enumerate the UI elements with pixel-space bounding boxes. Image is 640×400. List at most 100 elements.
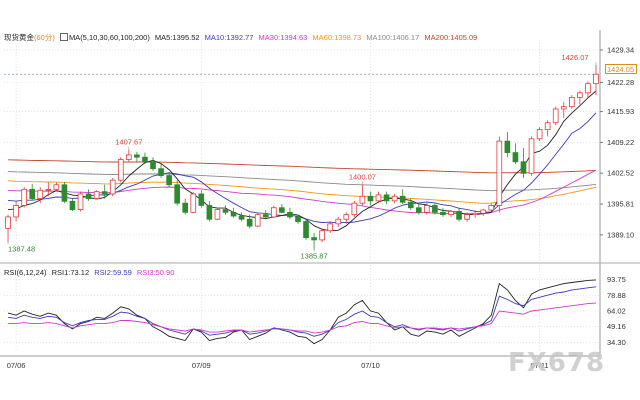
ma-params-icon bbox=[59, 33, 68, 41]
candle-body bbox=[117, 159, 124, 181]
candle-body bbox=[512, 152, 519, 163]
candle-body bbox=[53, 184, 60, 190]
candle-body bbox=[206, 205, 213, 220]
extreme-label: 1400.07 bbox=[349, 172, 376, 181]
rsi3-value: RSI3:50.90 bbox=[136, 268, 175, 277]
moving-average-lines bbox=[7, 90, 597, 232]
candle-body bbox=[391, 195, 398, 202]
candle-body bbox=[262, 214, 269, 218]
candle-body bbox=[440, 211, 446, 216]
candle-body bbox=[577, 92, 583, 98]
rsi1-line bbox=[7, 279, 597, 345]
candle-body bbox=[480, 209, 487, 214]
candle-body bbox=[448, 211, 454, 216]
candle-body bbox=[126, 154, 132, 160]
candle-body bbox=[93, 191, 100, 199]
candle-body bbox=[472, 212, 478, 216]
candle-body bbox=[456, 211, 462, 220]
axis-labels: 1429.34 1422.28 1415.93 1409.22 1402.52 1395.… bbox=[7, 45, 634, 370]
ma10-line bbox=[7, 112, 597, 224]
candle-body bbox=[109, 179, 116, 195]
candle-body bbox=[21, 188, 27, 206]
candle-body bbox=[488, 205, 495, 211]
ma100-line bbox=[7, 170, 597, 192]
candlesticks bbox=[5, 64, 599, 250]
candle-body bbox=[367, 195, 374, 202]
extreme-label: 1387.48 bbox=[8, 244, 35, 253]
rsi1-value: RSI1:73.12 bbox=[51, 268, 90, 277]
date-tick-label: 07/11 bbox=[530, 361, 548, 370]
rsi2-value: RSI2:59.59 bbox=[94, 268, 132, 277]
candle-body bbox=[174, 184, 180, 204]
price-header: 现货黄金(60分) MA(5,10,30,60,100,200) MA5:139… bbox=[4, 32, 480, 43]
candle-body bbox=[415, 207, 422, 213]
candle-body bbox=[246, 218, 253, 227]
price-tick-label: 1402.52 bbox=[607, 169, 634, 178]
rsi2-line bbox=[7, 286, 597, 337]
rsi-tick-label: 64.02 bbox=[607, 306, 626, 315]
price-tick-label: 1422.28 bbox=[607, 78, 634, 87]
candle-body bbox=[399, 195, 406, 203]
candle-body bbox=[230, 211, 237, 217]
rsi-tick-label: 49.16 bbox=[607, 322, 626, 331]
date-tick-label: 07/06 bbox=[7, 361, 26, 370]
rsi-params: RSI(6,12,24) bbox=[4, 268, 47, 277]
candle-body bbox=[61, 184, 68, 202]
candle-body bbox=[560, 106, 567, 110]
candle-body bbox=[375, 194, 382, 202]
candle-body bbox=[45, 188, 52, 191]
candle-body bbox=[295, 216, 301, 222]
candle-body bbox=[13, 205, 19, 218]
candle-body bbox=[407, 201, 414, 209]
candle-body bbox=[254, 214, 261, 227]
candle-body bbox=[335, 218, 342, 225]
rsi-lines bbox=[7, 279, 597, 345]
price-tick-label: 1389.10 bbox=[607, 230, 634, 239]
candle-body bbox=[29, 188, 36, 199]
candle-body bbox=[303, 221, 309, 239]
price-tick-label: 1415.93 bbox=[607, 107, 634, 116]
candle-body bbox=[166, 175, 172, 186]
date-tick-label: 07/09 bbox=[192, 361, 211, 370]
candle-body bbox=[5, 216, 11, 229]
extreme-label: 1385.87 bbox=[301, 252, 328, 261]
candle-body bbox=[85, 193, 92, 199]
candle-body bbox=[327, 223, 334, 232]
candle-body bbox=[69, 200, 76, 210]
candle-body bbox=[190, 193, 197, 213]
ma60-value: MA60:1398.73 bbox=[312, 33, 362, 42]
candle-body bbox=[142, 156, 148, 163]
instrument-name: 现货黄金 bbox=[4, 33, 34, 42]
candle-body bbox=[311, 237, 317, 241]
candle-body bbox=[150, 161, 156, 170]
candle-body bbox=[585, 83, 591, 94]
ma-params: MA(5,10,30,60,100,200) bbox=[68, 33, 150, 42]
candle-body bbox=[77, 193, 84, 210]
grid-lines bbox=[0, 30, 640, 357]
candle-body bbox=[222, 209, 229, 213]
candle-body bbox=[432, 205, 438, 213]
rsi-tick-label: 78.88 bbox=[607, 291, 626, 300]
watermark-logo: FX678 bbox=[508, 348, 606, 378]
ma30-value: MA30:1394.63 bbox=[258, 33, 308, 42]
candle-body bbox=[182, 202, 189, 213]
ma200-value: MA200:1405.09 bbox=[424, 33, 478, 42]
candle-body bbox=[270, 207, 277, 218]
candle-body bbox=[383, 194, 390, 202]
price-tick-label: 1395.81 bbox=[607, 200, 634, 209]
current-price-tag: 1424.05 bbox=[605, 64, 637, 74]
candle-body bbox=[359, 195, 366, 204]
candle-body bbox=[279, 207, 285, 213]
extreme-label: 1407.67 bbox=[115, 138, 142, 147]
ma100-value: MA100:1406.17 bbox=[366, 33, 420, 42]
candle-body bbox=[424, 205, 430, 213]
candle-body bbox=[198, 193, 205, 206]
candle-body bbox=[528, 138, 535, 174]
price-tick-label: 1429.34 bbox=[607, 45, 634, 54]
candle-body bbox=[287, 211, 293, 218]
candle-body bbox=[593, 73, 599, 85]
candle-body bbox=[214, 209, 221, 220]
candle-body bbox=[568, 97, 575, 108]
rsi-tick-label: 34.30 bbox=[607, 338, 626, 347]
